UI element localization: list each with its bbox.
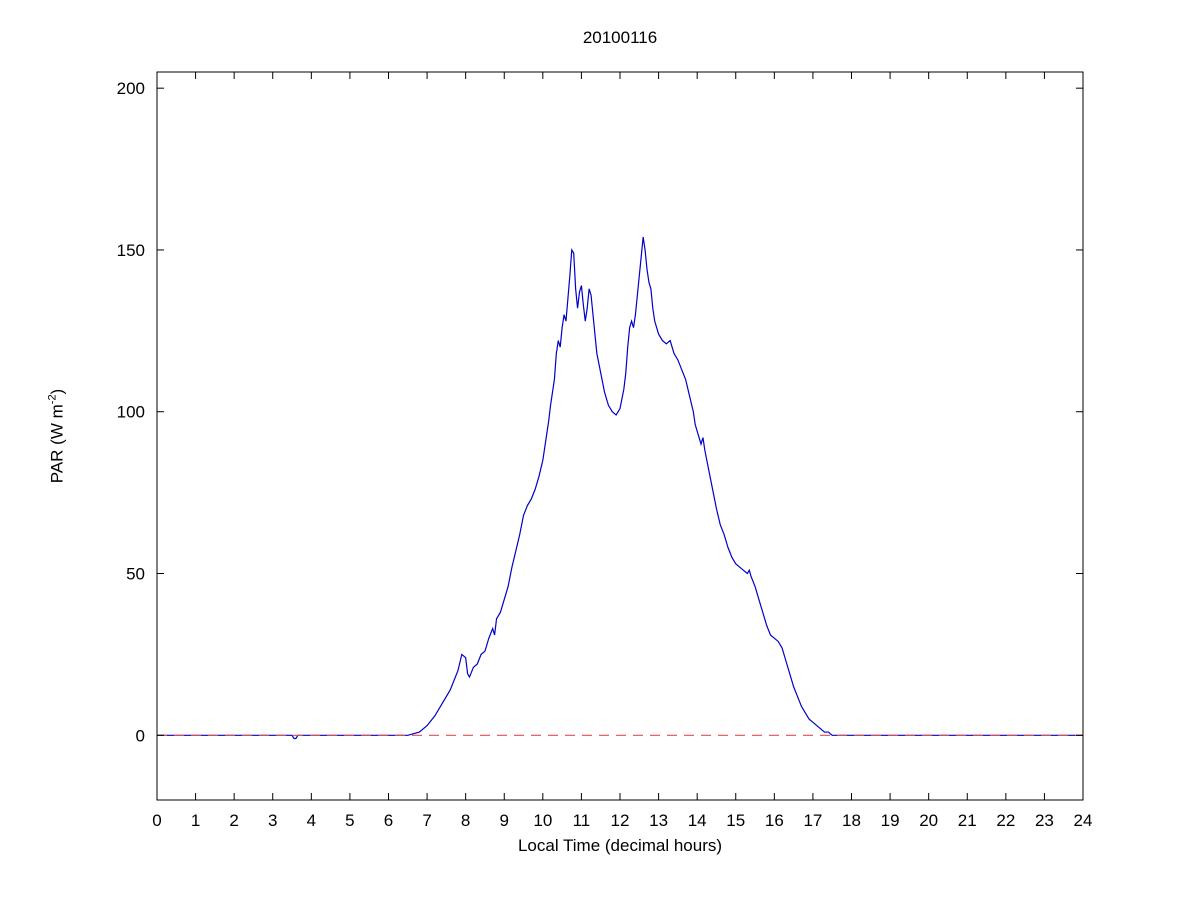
x-axis-label: Local Time (decimal hours) (517, 836, 723, 855)
x-tick-label: 15 (726, 811, 745, 830)
x-tick-label: 10 (533, 811, 552, 830)
x-tick-label: 4 (307, 811, 316, 830)
x-tick-label: 16 (765, 811, 784, 830)
x-tick-label: 8 (461, 811, 470, 830)
x-tick-label: 12 (611, 811, 630, 830)
x-tick-label: 24 (1074, 811, 1093, 830)
x-tick-label: 20 (919, 811, 938, 830)
y-axis-label-suffix: ) (47, 388, 67, 395)
y-tick-label: 100 (117, 403, 145, 422)
y-axis-label-exponent: -2 (46, 394, 59, 405)
axes-box (156, 71, 1084, 801)
y-tick-label: 50 (126, 565, 145, 584)
x-tick-label: 14 (688, 811, 707, 830)
y-tick-label: 150 (117, 241, 145, 260)
y-axis-label-prefix: PAR (W m (47, 404, 67, 484)
x-tick-label: 19 (881, 811, 900, 830)
x-tick-label: 17 (803, 811, 822, 830)
x-tick-label: 3 (268, 811, 277, 830)
y-axis-label: PAR (W m-2) (47, 389, 68, 483)
x-tick-label: 22 (996, 811, 1015, 830)
x-tick-label: 1 (191, 811, 200, 830)
chart-title: 20100116 (582, 28, 658, 47)
y-tick-label: 200 (117, 79, 145, 98)
series-line (157, 236, 1083, 740)
x-tick-label: 11 (573, 811, 591, 830)
x-tick-label: 0 (152, 811, 161, 830)
y-tick-label: 0 (136, 726, 145, 745)
x-tick-label: 13 (649, 811, 668, 830)
x-tick-label: 7 (422, 811, 431, 830)
x-tick-label: 2 (229, 811, 238, 830)
x-tick-label: 5 (345, 811, 354, 830)
x-tick-label: 18 (842, 811, 861, 830)
x-tick-label: 6 (384, 811, 393, 830)
x-tick-label: 21 (958, 811, 977, 830)
x-tick-label: 23 (1035, 811, 1054, 830)
x-tick-label: 9 (500, 811, 509, 830)
